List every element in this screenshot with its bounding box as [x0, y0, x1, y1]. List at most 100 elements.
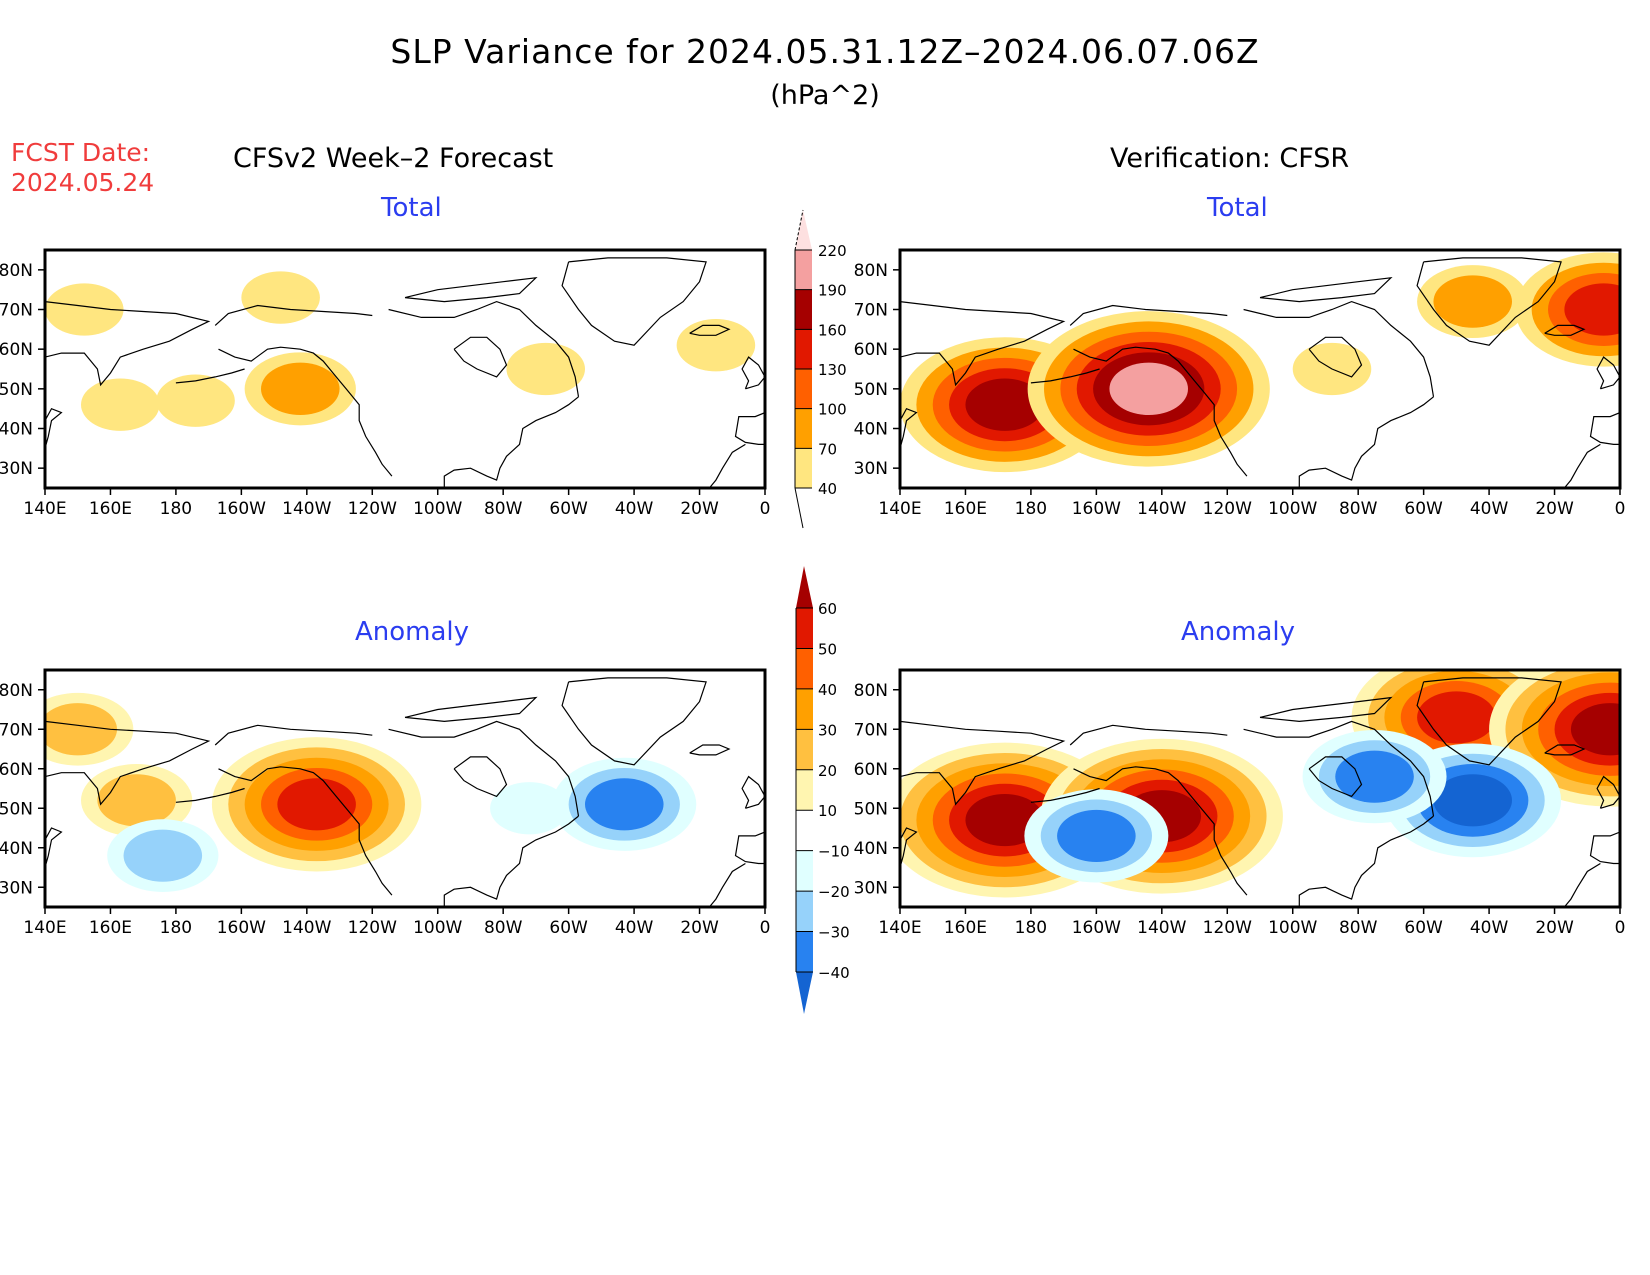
contour-fill--30	[1335, 750, 1414, 803]
verification-header: Verification: CFSR	[1110, 143, 1350, 174]
coastline	[45, 720, 211, 806]
x-tick-label: 160W	[1072, 499, 1121, 519]
panel-verification-total: 30N 40N 50N 60N 70N 80N 140E 160E 180 160W 140W 120…	[854, 248, 1626, 519]
y-tick-label: 80N	[0, 681, 33, 701]
x-tick-label: 140W	[1137, 499, 1186, 519]
contour-fill-160	[965, 378, 1044, 431]
x-tick-label: 60W	[1404, 499, 1443, 519]
y-tick-label: 80N	[854, 681, 888, 701]
colorbar-box-160	[795, 289, 812, 330]
coastline	[453, 336, 508, 378]
coastline	[1589, 412, 1620, 445]
y-tick-label: 40N	[854, 420, 888, 440]
y-tick-label: 70N	[0, 720, 33, 740]
panel-fill-group	[900, 252, 1620, 488]
coastline	[708, 443, 746, 488]
x-tick-label: 160W	[217, 918, 266, 938]
y-tick-label: 30N	[854, 459, 888, 479]
contour-fill-40	[156, 374, 235, 427]
x-tick-label: 180	[160, 499, 192, 519]
coastline	[1259, 276, 1393, 303]
contour-fill-60	[965, 794, 1044, 847]
panel-fill-group	[900, 670, 1620, 907]
coastline	[1073, 346, 1248, 477]
coastline	[45, 301, 211, 387]
y-tick-label: 80N	[0, 261, 33, 281]
coastline	[741, 356, 765, 390]
contour-fill--10	[490, 782, 569, 835]
forecast-header: CFSv2 Week–2 Forecast	[233, 143, 554, 174]
colorbar-box-20	[796, 769, 813, 811]
x-tick-label: 160E	[944, 918, 987, 938]
coastline	[443, 815, 579, 907]
panel-fill-group	[45, 257, 765, 488]
colorbar-anomaly: 60 50 40 30 20 10 −10 −20 −30 −40	[795, 566, 850, 1014]
x-tick-label: 40W	[1470, 918, 1509, 938]
y-tick-label: 70N	[0, 301, 33, 321]
x-tick-label: 160E	[89, 499, 132, 519]
contour-fill-40	[506, 342, 585, 396]
colorbar-box-30	[796, 729, 813, 770]
x-tick-label: 100W	[413, 499, 462, 519]
x-tick-label: 0	[760, 918, 771, 938]
coastline	[1416, 677, 1562, 766]
colorbar-box-−30	[796, 931, 813, 972]
panel-title-verification-total: Total	[1207, 193, 1268, 223]
colorbar-total: 40 70 100 130 160 190 220	[794, 209, 847, 529]
coastline	[1243, 300, 1435, 397]
x-tick-label: 160W	[1072, 918, 1121, 938]
colorbar-box-50	[796, 648, 813, 689]
x-tick-label: 180	[1015, 499, 1047, 519]
colorbar-label: 50	[818, 640, 837, 658]
coastline	[1308, 336, 1363, 378]
coastline	[708, 862, 746, 907]
colorbar-box-−20	[796, 891, 813, 932]
x-tick-label: 20W	[1535, 499, 1574, 519]
coastline	[1030, 787, 1100, 803]
colorbar-box-130	[795, 329, 812, 369]
y-tick-label: 70N	[854, 301, 888, 321]
x-tick-label: 0	[1615, 918, 1626, 938]
colorbar-label: 160	[818, 321, 847, 339]
coastline	[453, 756, 508, 798]
coastline	[404, 276, 538, 303]
contour-fill-70	[1433, 275, 1512, 328]
x-tick-label: 0	[760, 499, 771, 519]
contour-fill-130	[1564, 283, 1620, 336]
panel-forecast-total: 30N 40N 50N 60N 70N 80N 140E 160E 180 160W 140W 120…	[0, 248, 771, 519]
y-tick-label: 60N	[0, 340, 33, 360]
contour-fill--40	[1433, 774, 1512, 827]
coastline	[900, 301, 1066, 387]
coastline	[1563, 443, 1601, 488]
coastline	[443, 396, 579, 488]
colorbar-label: 10	[818, 802, 837, 820]
coastline	[1069, 724, 1228, 746]
panel-forecast-anomaly: 30N 40N 50N 60N 70N 80N 140E 160E 180 160W 140W 120…	[0, 668, 771, 938]
contour-fill-190	[1109, 362, 1188, 416]
coastline	[1243, 720, 1435, 817]
colorbar-bottom-edge	[794, 487, 804, 529]
coastline	[741, 775, 765, 809]
colorbar-label: −40	[818, 964, 850, 982]
y-tick-label: 60N	[0, 760, 33, 780]
panel-title-forecast-anomaly: Anomaly	[355, 617, 470, 647]
x-tick-label: 0	[1615, 499, 1626, 519]
coastline	[1298, 396, 1434, 488]
coastline	[900, 720, 1066, 806]
coastline	[388, 300, 580, 397]
y-tick-label: 40N	[0, 839, 33, 859]
plot-frame	[898, 248, 1622, 490]
y-tick-label: 50N	[854, 799, 888, 819]
coastline	[1596, 356, 1620, 390]
x-tick-label: 140W	[282, 918, 331, 938]
y-tick-label: 60N	[854, 760, 888, 780]
coastline	[175, 787, 245, 803]
contour-fill-40	[45, 283, 124, 336]
coastline	[734, 831, 765, 865]
y-tick-label: 50N	[0, 380, 33, 400]
x-tick-label: 120W	[1203, 918, 1252, 938]
coastline	[561, 257, 707, 346]
coastline	[689, 744, 731, 756]
colorbar-box-10	[796, 810, 813, 851]
plot-frame	[898, 668, 1622, 909]
